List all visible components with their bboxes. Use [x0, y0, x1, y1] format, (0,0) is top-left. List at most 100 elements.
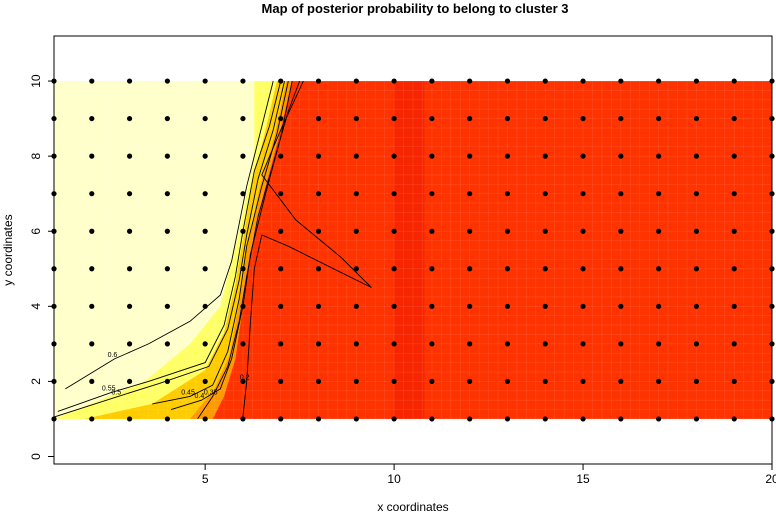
sample-point [429, 153, 435, 159]
sample-point [240, 303, 246, 309]
sample-point [467, 416, 473, 422]
sample-point [89, 303, 95, 309]
sample-point [580, 153, 586, 159]
sample-point [278, 115, 284, 122]
sample-point [429, 78, 435, 84]
sample-point [580, 416, 586, 422]
sample-point [731, 228, 737, 234]
contour-lines: 0.6 0.550.5 0.450.40.35 0.2 [53, 80, 372, 420]
sample-point [542, 341, 548, 347]
sample-point [467, 115, 473, 122]
sample-point [504, 266, 511, 272]
contour-label: 0.45 [181, 389, 195, 396]
sample-point [467, 341, 473, 347]
sample-point [731, 115, 737, 122]
sample-point [353, 115, 359, 122]
x-tick-label: 15 [576, 472, 590, 486]
sample-point [126, 153, 133, 159]
contour-0.6 [65, 80, 274, 390]
sample-point [504, 341, 511, 347]
sample-point [126, 341, 133, 347]
sample-point [353, 416, 359, 422]
sample-point [89, 416, 95, 422]
sample-point [202, 266, 208, 272]
sample-point [353, 266, 359, 272]
sample-point [731, 191, 737, 197]
sample-point [580, 78, 586, 84]
sample-point [278, 266, 284, 272]
sample-point [240, 341, 246, 347]
sample-point [202, 153, 208, 159]
sample-point [315, 378, 322, 385]
sample-point [278, 228, 284, 234]
sample-point [126, 191, 133, 197]
sample-point [656, 378, 662, 385]
sample-point [580, 228, 586, 234]
sample-point [656, 191, 662, 197]
sample-point [429, 416, 435, 422]
sample-point [504, 153, 511, 159]
sample-point [504, 228, 511, 234]
sample-point [542, 153, 548, 159]
sample-point [731, 378, 737, 385]
sample-point [164, 228, 170, 234]
sample-point [240, 115, 246, 122]
sample-point [693, 303, 700, 309]
x-tick-label: 20 [765, 472, 776, 486]
sample-point [126, 228, 133, 234]
sample-point [353, 303, 359, 309]
sample-point [315, 266, 322, 272]
sample-point [240, 78, 246, 84]
sample-point [391, 78, 397, 84]
sample-point [391, 378, 397, 385]
sample-point [467, 191, 473, 197]
sample-point [731, 341, 737, 347]
sample-point [542, 266, 548, 272]
y-tick-label: 10 [29, 74, 43, 88]
sample-point [731, 266, 737, 272]
sample-point [164, 341, 170, 347]
sample-point [164, 78, 170, 84]
sample-point [391, 153, 397, 159]
sample-point [315, 303, 322, 309]
sample-point [164, 378, 170, 385]
sample-point [467, 153, 473, 159]
sample-point [315, 416, 322, 422]
sample-point [618, 191, 624, 197]
sample-point [504, 378, 511, 385]
sample-point [429, 191, 435, 197]
sample-point [618, 228, 624, 234]
sample-point [656, 303, 662, 309]
sample-point [580, 378, 586, 385]
sample-point [693, 228, 700, 234]
sample-point [467, 303, 473, 309]
contour-0.2 [242, 80, 372, 418]
sample-point [315, 228, 322, 234]
sample-point [164, 416, 170, 422]
sample-point [467, 78, 473, 84]
sample-point [467, 228, 473, 234]
contour-0.35 [197, 80, 301, 420]
sample-point [89, 191, 95, 197]
x-axis-label: x coordinates [377, 500, 448, 514]
sample-point [278, 416, 284, 422]
sample-point [89, 78, 95, 84]
sample-point [126, 303, 133, 309]
contour-label: 0.4 [195, 393, 205, 400]
sample-point [656, 416, 662, 422]
sample-point [126, 416, 133, 422]
low-probability-region [54, 81, 255, 419]
sample-point [126, 78, 133, 84]
sample-point [315, 115, 322, 122]
y-axis-label: y coordinates [1, 214, 15, 285]
sample-point [542, 303, 548, 309]
sample-point [126, 266, 133, 272]
sample-point [353, 341, 359, 347]
sample-point [542, 378, 548, 385]
sample-point [89, 378, 95, 385]
sample-point [656, 115, 662, 122]
x-tick-label: 10 [387, 472, 401, 486]
contour-label: 0.55 [102, 386, 116, 393]
sample-points [51, 78, 775, 422]
